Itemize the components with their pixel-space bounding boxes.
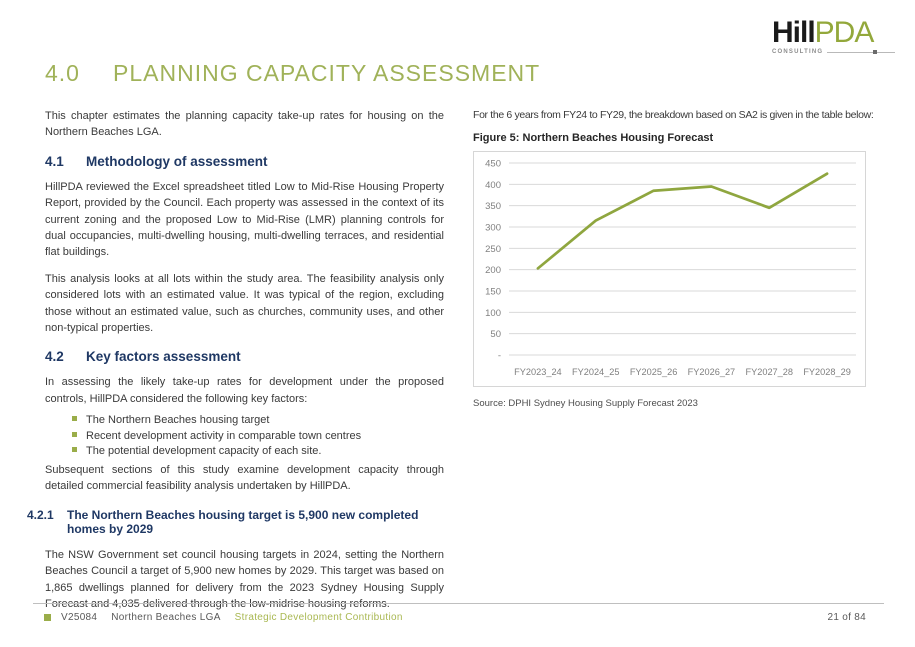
list-item: The Northern Beaches housing target xyxy=(72,413,444,429)
bullet-square-icon xyxy=(72,416,77,422)
section-4-2-paragraph-1: In assessing the likely take-up rates fo… xyxy=(45,376,444,405)
section-4-2-1-number: 4.2.1 xyxy=(27,507,54,522)
svg-text:50: 50 xyxy=(490,329,501,340)
svg-text:300: 300 xyxy=(485,223,501,234)
logo-hill-text: Hill xyxy=(772,16,816,49)
svg-text:400: 400 xyxy=(485,180,501,191)
svg-text:FY2028_29: FY2028_29 xyxy=(803,367,851,377)
intro-paragraph: This chapter estimates the planning capa… xyxy=(45,110,444,139)
svg-text:FY2025_26: FY2025_26 xyxy=(630,367,678,377)
section-4-2-paragraph-2: Subsequent sections of this study examin… xyxy=(45,464,444,493)
left-column: This chapter estimates the planning capa… xyxy=(27,108,444,623)
section-4-2-number: 4.2 xyxy=(45,349,64,365)
section-4-2-1-title: The Northern Beaches housing target is 5… xyxy=(67,507,419,536)
svg-text:FY2023_24: FY2023_24 xyxy=(514,367,562,377)
line-chart-svg: - 50 100 150 200 250 300 350 400 450 FY2023_24 FY20… xyxy=(485,159,856,377)
figure-caption: Figure 5: Northern Beaches Housing Forec… xyxy=(473,132,714,144)
section-4-1-title: Methodology of assessment xyxy=(86,153,268,169)
logo-pda-text: PDA xyxy=(814,16,875,49)
svg-text:200: 200 xyxy=(485,265,501,276)
svg-text:FY2024_25: FY2024_25 xyxy=(572,367,620,377)
list-item-text: Recent development activity in comparabl… xyxy=(86,429,362,442)
footer: V25084 Northern Beaches LGA Strategic De… xyxy=(44,612,403,623)
list-item: Recent development activity in comparabl… xyxy=(72,429,444,445)
svg-text:250: 250 xyxy=(485,244,501,255)
bullet-square-icon xyxy=(72,447,77,453)
svg-text:FY2027_28: FY2027_28 xyxy=(745,367,793,377)
logo-tagline-text: CONSULTING xyxy=(772,49,824,55)
footer-square-icon xyxy=(44,614,51,621)
footer-divider xyxy=(33,603,884,604)
footer-report-title: Strategic Development Contribution xyxy=(234,612,403,623)
hillpda-logo: HillPDA CONSULTING xyxy=(772,18,895,55)
page-number: 21 of 84 xyxy=(827,612,866,623)
list-item: The potential development capacity of ea… xyxy=(72,444,444,460)
section-4-2-heading: 4.2 Key factors assessment xyxy=(45,349,444,364)
key-factors-list: The Northern Beaches housing target Rece… xyxy=(72,413,444,460)
section-4-1-number: 4.1 xyxy=(45,153,64,169)
footer-project-code: V25084 xyxy=(61,612,98,623)
list-item-text: The potential development capacity of ea… xyxy=(86,445,322,458)
logo-square-icon xyxy=(873,50,877,54)
section-4-1-heading: 4.1 Methodology of assessment xyxy=(45,154,444,169)
section-4-1-paragraph-1: HillPDA reviewed the Excel spreadsheet t… xyxy=(45,180,444,259)
footer-client-name: Northern Beaches LGA xyxy=(111,612,221,623)
logo-rule-line xyxy=(827,51,895,53)
logo-tagline: CONSULTING xyxy=(772,49,895,55)
chapter-title: 4.0 PLANNING CAPACITY ASSESSMENT xyxy=(45,60,540,87)
svg-text:450: 450 xyxy=(485,159,501,170)
svg-text:FY2026_27: FY2026_27 xyxy=(688,367,736,377)
svg-text:100: 100 xyxy=(485,308,501,319)
logo-wordmark: HillPDA xyxy=(772,18,877,48)
svg-text:150: 150 xyxy=(485,287,501,298)
section-4-2-title: Key factors assessment xyxy=(86,349,241,365)
svg-text:350: 350 xyxy=(485,201,501,212)
list-item-text: The Northern Beaches housing target xyxy=(86,414,270,427)
housing-forecast-chart: - 50 100 150 200 250 300 350 400 450 FY2023_24 FY20… xyxy=(473,151,866,387)
chapter-number: 4.0 xyxy=(45,60,80,86)
chart-source-note: Source: DPHI Sydney Housing Supply Forec… xyxy=(473,398,698,409)
right-column: For the 6 years from FY24 to FY29, the b… xyxy=(473,109,874,409)
section-4-2-1-paragraph-1: The NSW Government set council housing t… xyxy=(45,548,444,611)
bullet-square-icon xyxy=(72,431,77,437)
right-intro-paragraph: For the 6 years from FY24 to FY29, the b… xyxy=(473,109,874,121)
section-4-1-paragraph-2: This analysis looks at all lots within t… xyxy=(45,272,444,335)
section-4-2-1-heading: 4.2.1 The Northern Beaches housing targe… xyxy=(27,508,444,536)
chapter-title-text: PLANNING CAPACITY ASSESSMENT xyxy=(113,60,541,86)
svg-text:-: - xyxy=(498,351,501,362)
